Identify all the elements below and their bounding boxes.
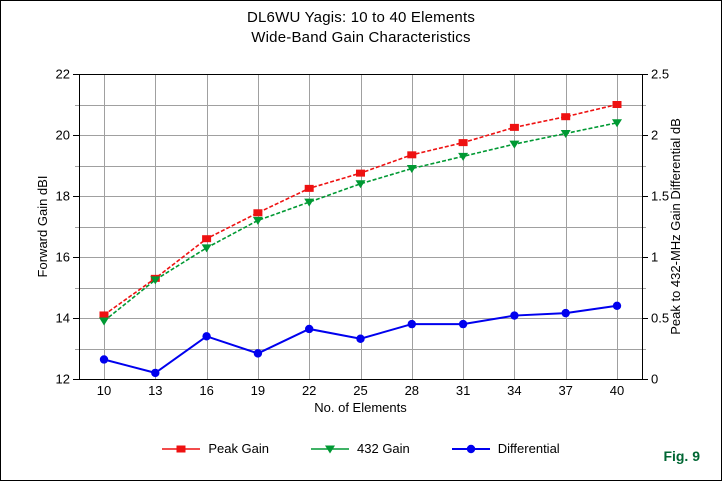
series-differential: [99, 301, 622, 378]
marker-triangle-down: [458, 152, 469, 161]
plot-frame: [79, 74, 643, 380]
x-tick-label: 13: [148, 383, 162, 398]
x-tick-label: 40: [610, 383, 624, 398]
marker-triangle-down: [325, 445, 336, 453]
y-tick-label-left: 20: [56, 128, 70, 143]
y-tick-label-right: 2.5: [651, 67, 669, 82]
marker-triangle-down: [304, 198, 315, 207]
marker-square: [176, 445, 186, 452]
series-line: [103, 122, 618, 322]
legend-item-differential: Differential: [451, 441, 560, 456]
y-tick-label-left: 16: [56, 250, 70, 265]
marker-circle: [305, 324, 314, 334]
marker-triangle-down: [99, 317, 109, 326]
gridlines: [75, 74, 646, 379]
marker-circle: [510, 311, 519, 320]
marker-circle: [356, 334, 365, 343]
series-432-gain: [99, 119, 622, 326]
marker-circle: [202, 332, 211, 341]
x-axis-title: No. of Elements: [314, 400, 407, 415]
marker-circle: [466, 444, 475, 453]
marker-triangle-down: [612, 119, 622, 128]
x-tick-label: 31: [456, 383, 470, 398]
legend-item-432-gain: 432 Gain: [311, 441, 410, 456]
legend-marker-triangle-down-icon: [311, 445, 350, 453]
marker-square: [561, 113, 571, 121]
y-axis-title-right: Peak to 432-MHz Gain Differential dB: [668, 118, 683, 335]
x-tick-label: 10: [97, 383, 111, 398]
x-tick-label: 37: [558, 383, 572, 398]
marker-square: [99, 311, 109, 319]
marker-circle: [612, 301, 622, 310]
y-tick-label-right: 1: [651, 250, 658, 265]
marker-triangle-down: [509, 140, 520, 149]
series-line: [103, 103, 618, 316]
marker-triangle-down: [252, 216, 263, 225]
y-tick-label-right: 1.5: [651, 189, 669, 204]
x-tick-label: 16: [199, 383, 213, 398]
chart-header: DL6WU Yagis: 10 to 40 Elements Wide-Band…: [1, 8, 721, 48]
x-tick-label: 25: [353, 383, 367, 398]
y-tick-label-right: 0.5: [651, 311, 669, 326]
marker-circle: [407, 319, 416, 329]
marker-square: [202, 235, 212, 243]
marker-circle: [99, 355, 109, 364]
legend-label: Differential: [497, 441, 560, 456]
legend-marker-circle-icon: [451, 444, 490, 453]
marker-circle: [458, 319, 468, 329]
y-tick-label-right: 2: [651, 128, 658, 143]
x-axis: 10 13 16 19 22 25 28 31 34 37 40: [97, 383, 624, 398]
marker-square: [304, 184, 314, 192]
marker-square: [458, 139, 468, 147]
marker-square: [253, 209, 263, 217]
x-tick-label: 28: [405, 383, 419, 398]
series-peak-gain: [99, 101, 622, 319]
marker-circle: [151, 368, 160, 378]
legend: Peak Gain 432 Gain Differential: [1, 441, 721, 456]
figure-number: Fig. 9: [663, 448, 700, 464]
chart-subtitle: Wide-Band Gain Characteristics: [251, 29, 471, 46]
y-axis-right: 0 0.5 1 1.5 2 2.5: [642, 67, 669, 387]
legend-item-peak-gain: Peak Gain: [162, 441, 269, 456]
marker-square: [407, 151, 417, 159]
marker-circle: [253, 349, 263, 358]
marker-square: [356, 169, 365, 177]
marker-triangle-down: [150, 276, 161, 285]
legend-label: 432 Gain: [357, 441, 410, 456]
marker-triangle-down: [201, 244, 212, 253]
x-tick-label: 19: [251, 383, 265, 398]
y-tick-label-left: 18: [56, 189, 70, 204]
marker-triangle-down: [406, 165, 417, 174]
y-axis-title-left: Forward Gain dBI: [35, 176, 50, 278]
legend-marker-square-icon: [162, 445, 201, 452]
y-tick-label-right: 0: [651, 372, 658, 387]
y-tick-label-left: 14: [56, 311, 70, 326]
legend-label: Peak Gain: [208, 441, 270, 456]
marker-square: [612, 101, 622, 108]
x-tick-label: 34: [507, 383, 521, 398]
chart-title: DL6WU Yagis: 10 to 40 Elements: [246, 9, 476, 26]
y-tick-label-left: 12: [56, 372, 70, 387]
y-axis-left: 12 14 16 18 20 22: [56, 67, 79, 387]
y-tick-label-left: 22: [56, 67, 70, 82]
marker-square: [509, 123, 519, 131]
marker-triangle-down: [560, 129, 571, 138]
x-tick-label: 22: [302, 383, 316, 398]
marker-triangle-down: [355, 180, 366, 189]
marker-circle: [561, 308, 570, 318]
